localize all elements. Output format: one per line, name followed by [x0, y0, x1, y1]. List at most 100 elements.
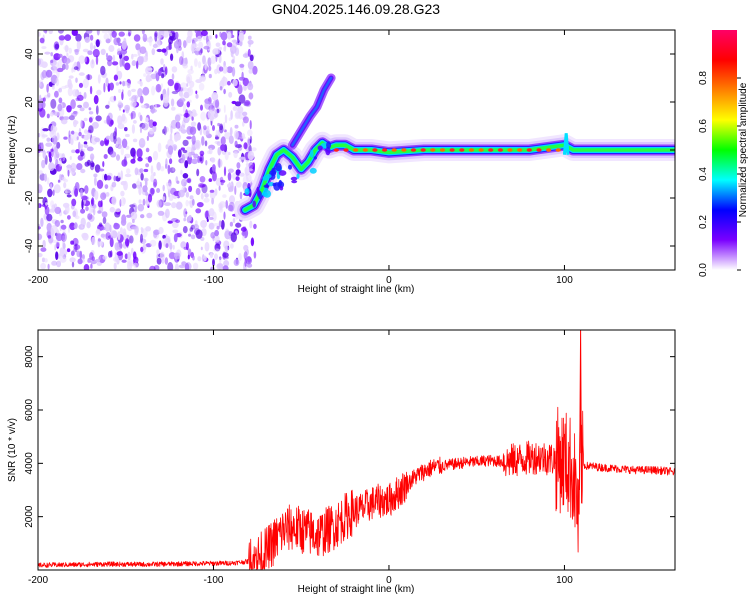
- noise-speckle: [47, 235, 52, 239]
- noise-speckle: [132, 183, 137, 189]
- noise-speckle: [154, 103, 157, 109]
- noise-speckle: [164, 202, 171, 207]
- noise-speckle: [247, 256, 252, 263]
- noise-speckle: [132, 218, 135, 224]
- noise-speckle: [130, 247, 134, 256]
- noise-speckle: [172, 167, 175, 172]
- noise-speckle: [233, 151, 238, 159]
- noise-speckle: [54, 90, 59, 98]
- signal-peak: [362, 148, 368, 152]
- noise-speckle: [106, 115, 111, 125]
- noise-speckle: [84, 36, 91, 43]
- noise-speckle: [103, 33, 110, 40]
- noise-speckle: [70, 162, 77, 173]
- noise-speckle: [158, 68, 162, 77]
- noise-speckle: [208, 65, 212, 72]
- noise-speckle: [228, 91, 233, 98]
- noise-speckle: [223, 166, 227, 177]
- noise-speckle: [55, 241, 60, 247]
- noise-speckle: [89, 206, 92, 215]
- signal-peak: [526, 148, 532, 152]
- signal-peak: [420, 148, 426, 152]
- noise-speckle: [55, 251, 59, 260]
- noise-speckle: [213, 248, 221, 252]
- snr-y-tick-label: 8000: [24, 345, 35, 368]
- noise-speckle: [227, 80, 231, 86]
- noise-speckle: [195, 187, 201, 196]
- noise-speckle: [181, 178, 187, 187]
- noise-speckle: [56, 141, 61, 149]
- noise-speckle: [69, 257, 76, 263]
- noise-speckle: [54, 220, 60, 227]
- noise-speckle: [103, 154, 108, 159]
- noise-speckle: [60, 224, 67, 230]
- noise-speckle: [79, 107, 85, 112]
- noise-speckle: [226, 42, 233, 48]
- noise-speckle: [39, 37, 45, 44]
- noise-speckle: [136, 148, 143, 158]
- noise-speckle: [228, 135, 234, 145]
- noise-speckle: [62, 242, 66, 250]
- noise-speckle: [224, 150, 229, 161]
- noise-speckle: [253, 251, 257, 259]
- noise-speckle: [186, 101, 191, 108]
- noise-speckle: [132, 251, 137, 260]
- noise-speckle: [236, 162, 241, 169]
- noise-speckle: [108, 251, 112, 258]
- noise-speckle: [224, 245, 229, 253]
- noise-speckle: [223, 121, 226, 132]
- spectrogram-x-ticks: -200 -100 0 100: [28, 30, 573, 286]
- noise-speckle: [80, 208, 86, 214]
- noise-speckle: [61, 85, 67, 90]
- noise-speckle: [153, 229, 160, 236]
- noise-speckle: [175, 219, 181, 223]
- noise-speckle: [39, 108, 46, 118]
- noise-speckle: [230, 50, 234, 58]
- noise-speckle: [161, 258, 165, 264]
- noise-speckle: [126, 168, 131, 175]
- noise-speckle: [123, 180, 128, 191]
- noise-speckle: [247, 168, 253, 172]
- noise-speckle: [42, 97, 46, 102]
- noise-speckle: [151, 48, 156, 56]
- signal-blob: [317, 145, 323, 151]
- noise-speckle: [94, 176, 97, 186]
- noise-speckle: [97, 210, 102, 214]
- noise-speckle: [43, 173, 48, 182]
- noise-speckle: [81, 195, 88, 201]
- snr-y-tick-label: 6000: [24, 398, 35, 421]
- noise-speckle: [55, 233, 63, 242]
- noise-speckle: [219, 125, 224, 134]
- noise-speckle: [131, 60, 137, 67]
- noise-speckle: [182, 149, 188, 154]
- noise-speckle: [45, 69, 53, 78]
- noise-speckle: [216, 225, 220, 230]
- noise-speckle: [234, 130, 239, 140]
- noise-speckle: [210, 232, 216, 239]
- noise-speckle: [101, 30, 109, 34]
- noise-speckle: [239, 156, 246, 160]
- noise-speckle: [120, 190, 125, 197]
- signal-peak: [401, 148, 407, 152]
- signal-blob: [325, 146, 331, 156]
- snr-x-ticks: -200 -100 0 100: [28, 330, 573, 586]
- signal-peak: [555, 148, 561, 152]
- noise-speckle: [156, 199, 162, 208]
- noise-speckle: [123, 55, 129, 62]
- noise-speckle: [150, 104, 155, 115]
- noise-speckle: [235, 109, 241, 119]
- noise-speckle: [248, 68, 253, 74]
- noise-speckle: [252, 65, 258, 75]
- noise-speckle: [180, 129, 187, 134]
- noise-speckle: [180, 169, 183, 175]
- noise-speckle: [54, 43, 60, 50]
- noise-speckle: [73, 222, 78, 230]
- signal-blob: [271, 167, 277, 174]
- noise-speckle: [217, 146, 222, 156]
- noise-speckle: [163, 93, 170, 104]
- noise-speckle: [163, 126, 169, 133]
- noise-speckle: [142, 33, 148, 43]
- noise-speckle: [249, 179, 254, 183]
- noise-speckle: [221, 76, 228, 86]
- noise-speckle: [76, 136, 79, 141]
